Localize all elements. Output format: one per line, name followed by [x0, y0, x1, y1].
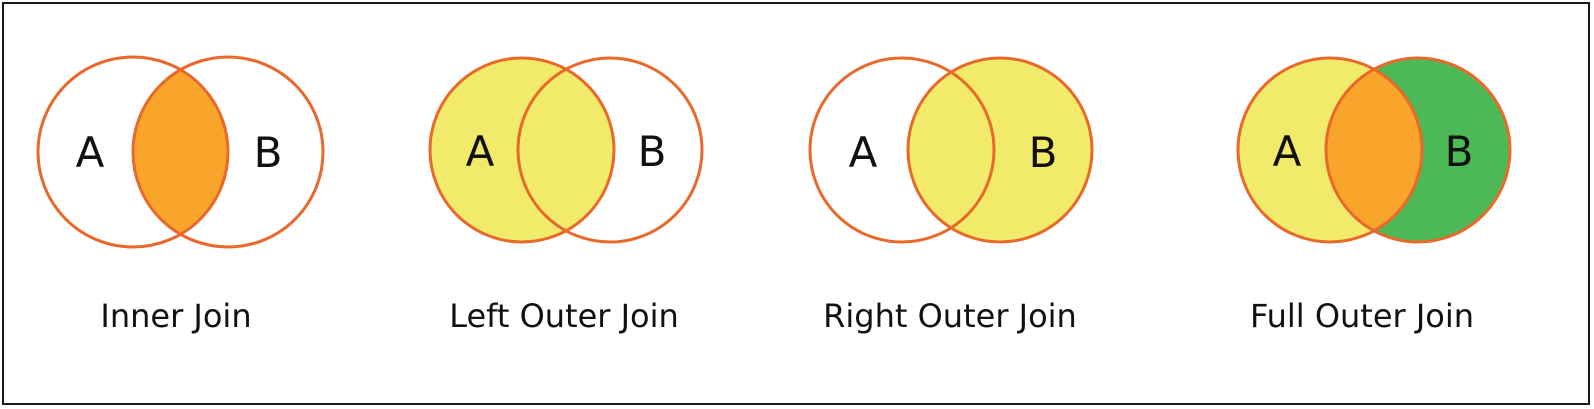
set-b-label: B: [1029, 128, 1058, 177]
set-b-label: B: [1445, 127, 1474, 176]
full-outer-join-diagram: A B Full Outer Join: [1236, 56, 1512, 335]
set-a-label: A: [466, 127, 495, 176]
set-a-circle: [430, 58, 614, 242]
set-a-outline: [36, 55, 230, 249]
set-b-circle: [908, 58, 1092, 242]
left-outer-join-caption: Left Outer Join: [449, 297, 679, 335]
set-a-outline: [1236, 56, 1424, 244]
intersection-region: [1326, 58, 1422, 242]
set-a-label: A: [849, 128, 878, 177]
inner-join-caption: Inner Join: [100, 297, 251, 335]
set-b-outline: [131, 55, 325, 249]
set-a-label: A: [1273, 127, 1302, 176]
set-b-outline: [516, 56, 704, 244]
set-b-outline: [906, 56, 1094, 244]
set-a-label: A: [76, 128, 105, 177]
set-a-outline: [428, 56, 616, 244]
set-b-label: B: [638, 127, 667, 176]
set-b-label: B: [254, 128, 283, 177]
right-outer-join-caption: Right Outer Join: [823, 297, 1077, 335]
inner-join-diagram: A B Inner Join: [36, 55, 325, 335]
left-outer-join-diagram: A B Left Outer Join: [428, 56, 704, 335]
full-outer-join-caption: Full Outer Join: [1250, 297, 1474, 335]
right-outer-join-diagram: A B Right Outer Join: [808, 56, 1094, 335]
set-b-outline: [1324, 56, 1512, 244]
intersection-region: [133, 57, 228, 247]
set-a-outline: [808, 56, 996, 244]
